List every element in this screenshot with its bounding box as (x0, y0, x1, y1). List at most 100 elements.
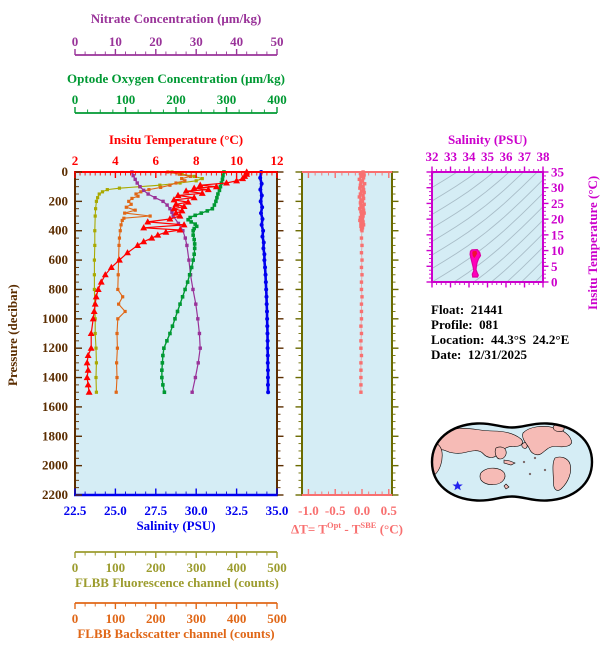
pressure-axis-title: Pressure (decibar) (5, 284, 20, 386)
svg-text:300: 300 (217, 92, 237, 107)
svg-text:400: 400 (49, 223, 69, 238)
ts-data-blob (469, 248, 482, 278)
svg-text:35: 35 (481, 149, 495, 164)
svg-text:38: 38 (537, 149, 551, 164)
oxygen-axis-title: Optode Oxygen Concentration (μm/kg) (67, 71, 285, 86)
svg-text:100: 100 (106, 611, 126, 626)
ts-temperature-title: Insitu Temperature (°C) (585, 175, 600, 310)
svg-text:500: 500 (267, 611, 287, 626)
svg-text:34: 34 (463, 149, 477, 164)
nitrate-curve (130, 170, 202, 394)
svg-text:300: 300 (186, 611, 206, 626)
svg-text:10: 10 (230, 153, 243, 168)
delta-t-title-mid: - T (341, 521, 361, 537)
svg-text:100: 100 (116, 92, 136, 107)
svg-text:0: 0 (72, 611, 79, 626)
delta-t-panel: -1.0 -0.5 0.0 0.5 (295, 170, 399, 518)
svg-text:37: 37 (518, 149, 532, 164)
svg-text:1000: 1000 (42, 311, 68, 326)
svg-text:8: 8 (193, 153, 200, 168)
svg-text:1200: 1200 (42, 340, 68, 355)
svg-text:200: 200 (166, 92, 186, 107)
ts-salinity-title: Salinity (PSU) (447, 132, 528, 147)
svg-text:400: 400 (227, 560, 247, 575)
salinity-curve (258, 170, 271, 395)
svg-text:30: 30 (190, 34, 203, 49)
float-id-line: Float: 21441 (431, 302, 504, 317)
svg-text:32.5: 32.5 (225, 503, 248, 518)
world-map (430, 422, 594, 502)
svg-text:200: 200 (49, 193, 69, 208)
svg-text:0.0: 0.0 (354, 503, 370, 518)
svg-text:30.0: 30.0 (185, 503, 208, 518)
svg-text:27.5: 27.5 (144, 503, 167, 518)
nitrate-scale-axis: 0 10 20 30 40 50 (72, 34, 284, 56)
delta-t-title-sup2: SBE (360, 520, 377, 530)
delta-t-axis-title: ΔT= TOpt - TSBE (°C) (282, 518, 412, 536)
isopycnal-contours (432, 172, 543, 282)
svg-text:0: 0 (551, 275, 558, 290)
svg-text:20: 20 (149, 34, 162, 49)
svg-text:2000: 2000 (42, 458, 68, 473)
svg-text:400: 400 (227, 611, 247, 626)
temperature-axis-title: Insitu Temperature (°C) (108, 132, 244, 147)
main-profile-panel: 0 200 400 600 800 1000 1200 1400 1600 1800 2000 220… (42, 153, 288, 518)
svg-text:300: 300 (186, 560, 206, 575)
map-continents (432, 424, 572, 491)
oxygen-scale-axis: 0 100 200 300 400 (72, 92, 287, 114)
svg-text:50: 50 (271, 34, 284, 49)
svg-text:1800: 1800 (42, 428, 68, 443)
svg-text:500: 500 (267, 560, 287, 575)
svg-text:0: 0 (72, 560, 79, 575)
svg-text:0: 0 (72, 34, 79, 49)
svg-text:30: 30 (551, 180, 564, 195)
svg-text:400: 400 (267, 92, 287, 107)
delta-t-curve (357, 170, 367, 394)
svg-text:-0.5: -0.5 (325, 503, 346, 518)
svg-text:0.5: 0.5 (381, 503, 398, 518)
svg-text:12: 12 (271, 153, 284, 168)
svg-text:36: 36 (500, 149, 514, 164)
svg-text:-1.0: -1.0 (298, 503, 319, 518)
svg-text:200: 200 (146, 611, 166, 626)
delta-t-title-pre: ΔT= T (291, 521, 327, 537)
svg-text:32: 32 (426, 149, 439, 164)
svg-text:2: 2 (72, 153, 79, 168)
location-line: Location: 44.3°S 24.2°E (431, 332, 570, 347)
svg-text:25: 25 (551, 196, 565, 211)
svg-text:6: 6 (153, 153, 160, 168)
profile-line: Profile: 081 (431, 317, 499, 332)
svg-text:800: 800 (49, 281, 69, 296)
svg-text:10: 10 (109, 34, 122, 49)
svg-text:22.5: 22.5 (64, 503, 87, 518)
delta-t-title-sup1: Opt (326, 520, 342, 530)
svg-text:5: 5 (551, 259, 558, 274)
svg-text:15: 15 (551, 227, 565, 242)
svg-text:1400: 1400 (42, 370, 68, 385)
svg-text:40: 40 (230, 34, 243, 49)
delta-t-title-post: (°C) (376, 521, 403, 537)
svg-text:25.0: 25.0 (104, 503, 127, 518)
svg-text:200: 200 (146, 560, 166, 575)
svg-text:33: 33 (444, 149, 458, 164)
svg-text:35: 35 (551, 165, 565, 180)
temperature-curve (83, 168, 251, 395)
backscatter-scale-axis: 0 100 200 300 400 500 (72, 602, 287, 626)
svg-text:35.0: 35.0 (266, 503, 289, 518)
svg-text:20: 20 (551, 212, 564, 227)
salinity-axis-title: Salinity (PSU) (136, 518, 216, 533)
float-location-star (452, 480, 463, 491)
delta-t-ticks: -1.0 -0.5 0.0 0.5 (295, 171, 399, 518)
svg-text:10: 10 (551, 243, 564, 258)
svg-text:0: 0 (72, 92, 79, 107)
main-panel-ticks: 0 200 400 600 800 1000 1200 1400 1600 1800 2000 220… (42, 153, 288, 518)
fluorescence-axis-title: FLBB Fluorescence channel (counts) (75, 575, 279, 590)
svg-text:0: 0 (62, 164, 69, 179)
svg-text:4: 4 (112, 153, 119, 168)
svg-text:2200: 2200 (42, 487, 68, 502)
fluorescence-scale-axis: 0 100 200 300 400 500 (72, 551, 287, 575)
